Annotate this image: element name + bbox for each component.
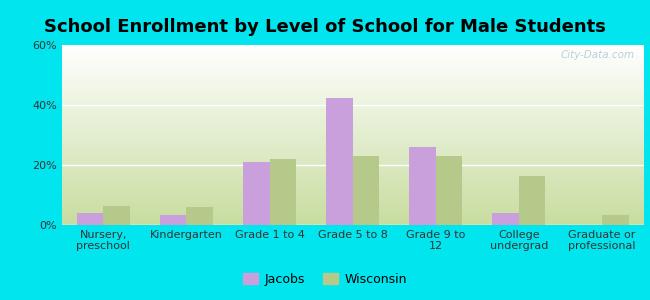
Bar: [103, 206, 130, 225]
Text: City-Data.com: City-Data.com: [561, 50, 635, 60]
Bar: [409, 147, 436, 225]
Bar: [436, 156, 462, 225]
Bar: [352, 156, 379, 225]
Legend: Jacobs, Wisconsin: Jacobs, Wisconsin: [238, 268, 412, 291]
Bar: [519, 176, 545, 225]
Bar: [243, 162, 270, 225]
Bar: [326, 98, 352, 225]
Bar: [602, 214, 629, 225]
Bar: [492, 213, 519, 225]
Bar: [77, 213, 103, 225]
Bar: [160, 214, 187, 225]
Text: School Enrollment by Level of School for Male Students: School Enrollment by Level of School for…: [44, 18, 606, 36]
Bar: [270, 159, 296, 225]
Bar: [187, 207, 213, 225]
